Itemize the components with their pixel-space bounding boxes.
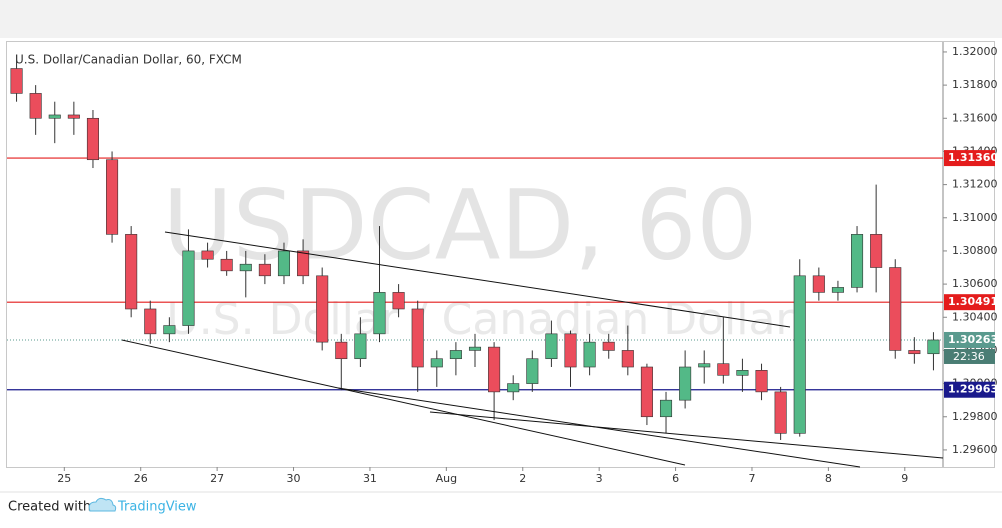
candle-body xyxy=(48,114,61,119)
chart-frame xyxy=(6,41,995,468)
top-band xyxy=(0,0,1002,38)
x-tick-label: 30 xyxy=(287,472,301,485)
candle-body xyxy=(411,308,424,368)
candle-body xyxy=(717,363,730,376)
candle-body xyxy=(659,399,673,418)
candle-body xyxy=(163,325,176,335)
candle-body xyxy=(182,250,195,326)
candle-body xyxy=(698,363,711,368)
price-label-box xyxy=(944,381,995,398)
candle-body xyxy=(870,234,883,268)
candle-body xyxy=(507,383,520,393)
candle-body xyxy=(106,159,119,235)
candle-body xyxy=(583,341,596,368)
trend-line xyxy=(164,231,791,328)
candle-body xyxy=(67,114,80,119)
footer-brand[interactable]: TradingView xyxy=(117,500,197,515)
candle-body xyxy=(201,250,214,260)
candle-body xyxy=(564,333,577,368)
x-tick-label: 2 xyxy=(519,472,526,485)
y-tick-label: 1.30800 xyxy=(952,244,998,257)
candle-body xyxy=(602,341,615,351)
candle-body xyxy=(755,370,768,393)
candle-body xyxy=(812,275,825,293)
candle-body xyxy=(258,263,271,277)
candle-body xyxy=(774,391,787,434)
price-label: 1.30491 xyxy=(948,295,998,308)
x-tick-label: 6 xyxy=(672,472,679,485)
axes: 1.296001.298001.300001.302001.304001.306… xyxy=(57,45,998,485)
price-label-box xyxy=(944,294,995,311)
candle-body xyxy=(373,292,386,335)
candle-body xyxy=(86,117,99,161)
candle-body xyxy=(468,346,482,351)
watermark: USDCAD, 60 xyxy=(163,169,758,281)
brand-logo xyxy=(88,497,117,512)
y-tick-label: 1.31800 xyxy=(952,78,998,91)
countdown: 22:36 xyxy=(953,350,985,363)
price-label-box xyxy=(944,331,995,348)
candle-body xyxy=(10,68,23,94)
candles xyxy=(10,60,940,440)
candle-body xyxy=(545,333,558,360)
candle-body xyxy=(277,250,291,277)
trend-line xyxy=(429,411,944,459)
candle-body xyxy=(144,308,157,335)
candle-body xyxy=(297,250,310,277)
candle-body xyxy=(430,358,443,368)
candle-body xyxy=(449,350,462,360)
y-tick-label: 1.31200 xyxy=(952,178,998,191)
candle-body xyxy=(125,234,138,310)
x-tick-label: 25 xyxy=(57,472,71,485)
x-tick-label: 27 xyxy=(210,472,224,485)
y-tick-label: 1.29800 xyxy=(952,410,998,423)
x-tick-label: 7 xyxy=(748,472,755,485)
candle-body xyxy=(640,366,653,418)
y-tick-label: 1.30400 xyxy=(952,310,998,323)
candle-body xyxy=(239,263,252,272)
price-label: 1.29963 xyxy=(948,383,998,396)
x-tick-label: 3 xyxy=(596,472,603,485)
candle-body xyxy=(851,234,864,288)
x-tick-label: 9 xyxy=(901,472,908,485)
candle-body xyxy=(526,358,539,384)
x-tick-label: 31 xyxy=(363,472,377,485)
candle-body xyxy=(354,333,367,360)
candle-body xyxy=(621,350,634,368)
candle-body xyxy=(488,346,501,393)
candle-body xyxy=(927,339,940,355)
footer-created: Created with xyxy=(8,500,91,515)
candle-body xyxy=(29,93,42,119)
candle-body xyxy=(392,292,405,310)
candle-body xyxy=(220,258,233,272)
y-tick-label: 1.30600 xyxy=(952,277,998,290)
y-tick-label: 1.31600 xyxy=(952,111,998,124)
x-tick-label: 8 xyxy=(825,472,832,485)
chart-title: U.S. Dollar/Canadian Dollar, 60, FXCM xyxy=(15,53,242,67)
candle-body xyxy=(736,370,749,376)
trend-line xyxy=(121,339,686,466)
price-label-box xyxy=(944,150,995,167)
y-tick-label: 1.29600 xyxy=(952,443,998,456)
price-label: 1.30263 xyxy=(948,333,998,346)
candle-body xyxy=(908,350,921,355)
countdown-box xyxy=(944,348,995,364)
candle-body xyxy=(793,275,806,434)
x-tick-label: Aug xyxy=(436,472,457,485)
price-label: 1.31360 xyxy=(948,151,998,164)
candle-body xyxy=(316,275,329,343)
candle-body xyxy=(831,287,844,293)
x-tick-label: 26 xyxy=(134,472,148,485)
candle-body xyxy=(889,267,902,351)
trend-lines xyxy=(121,231,944,468)
y-tick-label: 1.32000 xyxy=(952,45,998,58)
candle-body xyxy=(335,341,348,360)
candle-body xyxy=(679,366,692,401)
y-tick-label: 1.31000 xyxy=(952,211,998,224)
